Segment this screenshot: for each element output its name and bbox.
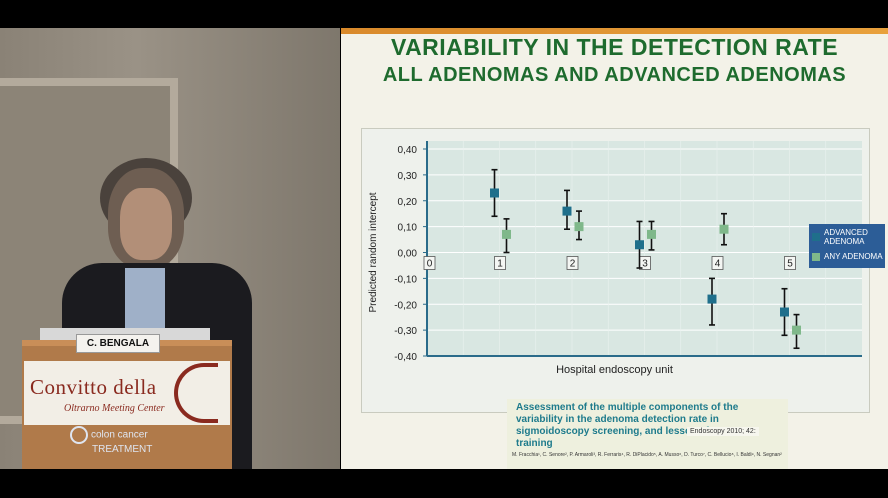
sponsor-logo: colon cancer TREATMENT — [70, 426, 180, 464]
venue-sign-subtitle: Oltrarno Meeting Center — [64, 403, 165, 414]
reference-title: Assessment of the multiple components of… — [516, 402, 739, 449]
legend-swatch-advanced — [812, 233, 820, 241]
x-tick-label: 1 — [497, 259, 503, 270]
x-tick-box — [494, 256, 506, 270]
x-tick-label: 2 — [570, 259, 576, 270]
data-point — [574, 222, 584, 232]
y-tick-label: 0,10 — [398, 223, 418, 234]
data-point — [647, 229, 656, 239]
data-point — [635, 240, 644, 250]
data-point — [707, 294, 717, 304]
legend-item-advanced: ADVANCED ADENOMA — [812, 228, 880, 246]
y-tick-label: -0,40 — [394, 352, 417, 363]
detection-rate-chart: 0,40 0,30 0,20 0,10 0,00 -0,10 -0,20 -0,30 -0,40… — [368, 141, 862, 376]
reference-journal: Endoscopy 2010; 42: — [687, 427, 759, 436]
presentation-slide: VARIABILITY IN THE DETECTION RATE ALL AD… — [341, 28, 888, 469]
x-tick-label: 4 — [715, 259, 721, 270]
bottom-letterbox — [0, 469, 888, 498]
venue-logo-c — [174, 363, 218, 423]
speaker-name-card: C. BENGALA — [76, 334, 160, 353]
speaker-video-panel: C. BENGALA Convitto della Oltrarno Meeti… — [0, 28, 340, 469]
x-tick-label: 3 — [642, 259, 648, 270]
reference-box: Assessment of the multiple components of… — [507, 399, 788, 469]
chart-frame: 0,40 0,30 0,20 0,10 0,00 -0,10 -0,20 -0,30 -0,40… — [361, 128, 870, 413]
data-point — [490, 188, 499, 198]
chart-legend: ADVANCED ADENOMA ANY ADENOMA — [809, 224, 885, 268]
y-tick-label: 0,40 — [398, 145, 418, 156]
y-tick-label: 0,20 — [398, 197, 418, 208]
y-axis-label: Predicted random intercept — [368, 192, 379, 312]
x-tick-label: 5 — [787, 259, 793, 270]
slide-accent-stripe — [341, 28, 888, 34]
slide-title: VARIABILITY IN THE DETECTION RATE — [390, 34, 839, 60]
data-point — [562, 206, 572, 216]
venue-sign-title: Convitto della — [30, 375, 157, 399]
legend-label-advanced: ADVANCED ADENOMA — [824, 228, 868, 246]
reference-authors: M. Fracchia¹, C. Senore², P. Armaroli³, … — [512, 452, 782, 458]
legend-item-any: ANY ADENOMA — [812, 252, 883, 261]
sponsor-line1: colon cancer — [91, 429, 148, 441]
x-axis-label: Hospital endoscopy unit — [556, 364, 673, 376]
x-tick-label: 0 — [427, 259, 433, 270]
y-tick-label: -0,30 — [394, 326, 417, 337]
y-tick-label: 0,00 — [398, 249, 418, 260]
slide-subtitle: ALL ADENOMAS AND ADVANCED ADENOMAS — [382, 64, 847, 86]
y-tick-label: -0,20 — [394, 300, 417, 311]
y-tick-label: -0,10 — [394, 274, 417, 285]
data-point — [502, 229, 511, 239]
legend-swatch-any — [812, 252, 820, 261]
y-tick-label: 0,30 — [398, 171, 418, 182]
x-tick-box — [566, 256, 579, 270]
speaker-face — [120, 188, 172, 260]
top-letterbox — [0, 0, 888, 28]
x-tick-box — [784, 256, 796, 270]
x-tick-box — [711, 256, 724, 270]
venue-sign: Convitto della Oltrarno Meeting Center — [24, 361, 230, 425]
legend-label-any: ANY ADENOMA — [824, 252, 883, 261]
data-point — [719, 224, 729, 234]
data-point — [792, 325, 801, 335]
data-point — [780, 307, 789, 317]
ring-icon — [70, 426, 88, 444]
sponsor-line2: TREATMENT — [92, 444, 153, 455]
x-tick-box — [423, 256, 436, 270]
